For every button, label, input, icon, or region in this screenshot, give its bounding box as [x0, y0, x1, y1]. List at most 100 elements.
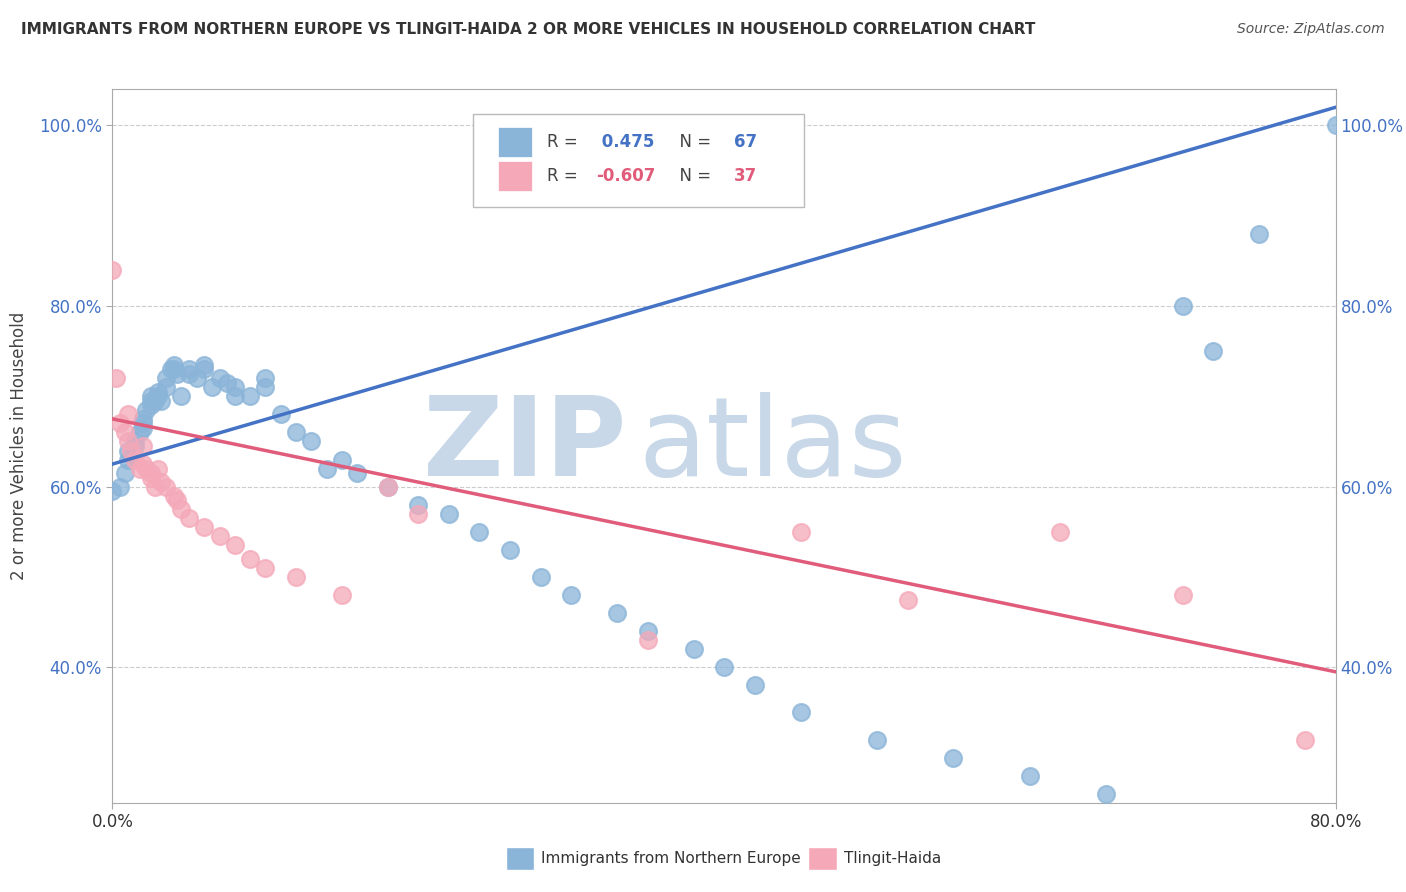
Point	[129, 461, 152, 475]
Point	[143, 480, 166, 494]
Point	[1049, 524, 1071, 539]
Point	[377, 480, 399, 494]
Point	[942, 750, 965, 764]
Point	[104, 371, 127, 385]
Point	[408, 498, 430, 512]
Point	[682, 642, 704, 657]
Bar	[498, 161, 531, 191]
Point	[437, 507, 460, 521]
Point	[117, 443, 139, 458]
Text: Source: ZipAtlas.com: Source: ZipAtlas.com	[1237, 22, 1385, 37]
Point	[139, 389, 162, 403]
Text: R =: R =	[547, 133, 582, 151]
Point	[132, 417, 155, 431]
Text: Immigrants from Northern Europe: Immigrants from Northern Europe	[541, 852, 801, 866]
Text: IMMIGRANTS FROM NORTHERN EUROPE VS TLINGIT-HAIDA 2 OR MORE VEHICLES IN HOUSEHOLD: IMMIGRANTS FROM NORTHERN EUROPE VS TLING…	[21, 22, 1035, 37]
Point	[606, 606, 628, 620]
Point	[1018, 769, 1040, 783]
Point	[148, 461, 170, 475]
Point	[170, 389, 193, 403]
Point	[299, 434, 322, 449]
Point	[150, 475, 173, 490]
Point	[637, 624, 659, 639]
Bar	[498, 127, 531, 157]
Point	[208, 529, 231, 543]
Point	[132, 421, 155, 435]
Point	[239, 389, 262, 403]
Text: 67: 67	[734, 133, 756, 151]
Point	[315, 461, 337, 475]
Point	[108, 480, 131, 494]
Point	[124, 439, 146, 453]
Point	[114, 466, 136, 480]
Text: 37: 37	[734, 167, 756, 185]
Point	[377, 480, 399, 494]
Point	[744, 678, 766, 692]
Point	[143, 393, 166, 408]
Point	[166, 493, 188, 508]
Text: N =: N =	[669, 167, 717, 185]
Point	[224, 380, 246, 394]
Point	[1294, 732, 1316, 747]
Point	[139, 398, 162, 412]
Point	[132, 439, 155, 453]
Point	[897, 592, 920, 607]
Point	[789, 706, 811, 720]
Point	[163, 358, 186, 372]
Point	[224, 389, 246, 403]
Point	[177, 367, 200, 381]
Point	[163, 362, 186, 376]
Point	[560, 588, 582, 602]
Point	[254, 561, 277, 575]
Point	[193, 520, 215, 534]
Point	[1171, 299, 1194, 313]
Point	[1171, 588, 1194, 602]
Point	[135, 461, 157, 475]
Point	[132, 412, 155, 426]
Point	[408, 507, 430, 521]
Point	[124, 452, 146, 467]
Point	[1202, 344, 1225, 359]
Point	[637, 633, 659, 648]
Point	[148, 384, 170, 399]
Point	[177, 511, 200, 525]
Point	[120, 443, 142, 458]
Point	[468, 524, 491, 539]
Point	[208, 371, 231, 385]
Point	[163, 489, 186, 503]
Point	[1095, 787, 1118, 801]
Point	[254, 380, 277, 394]
Point	[284, 570, 308, 584]
Point	[166, 367, 188, 381]
Point	[499, 542, 522, 557]
Point	[346, 466, 368, 480]
Point	[330, 588, 353, 602]
Point	[193, 362, 215, 376]
Point	[132, 457, 155, 471]
FancyBboxPatch shape	[474, 114, 804, 207]
Point	[135, 402, 157, 417]
Point	[114, 425, 136, 440]
Point	[159, 362, 181, 376]
Point	[139, 470, 162, 484]
Point	[129, 425, 152, 440]
Point	[530, 570, 553, 584]
Point	[1324, 119, 1347, 133]
Point	[108, 417, 131, 431]
Point	[789, 524, 811, 539]
Point	[330, 452, 353, 467]
Point	[117, 408, 139, 422]
Point	[155, 371, 177, 385]
Point	[713, 660, 735, 674]
Point	[170, 502, 193, 516]
Point	[866, 732, 889, 747]
Point	[155, 480, 177, 494]
Text: R =: R =	[547, 167, 582, 185]
Text: 0.475: 0.475	[596, 133, 654, 151]
Point	[120, 448, 142, 462]
Point	[186, 371, 208, 385]
Point	[177, 362, 200, 376]
Point	[270, 408, 292, 422]
Point	[117, 434, 139, 449]
Point	[101, 263, 124, 277]
